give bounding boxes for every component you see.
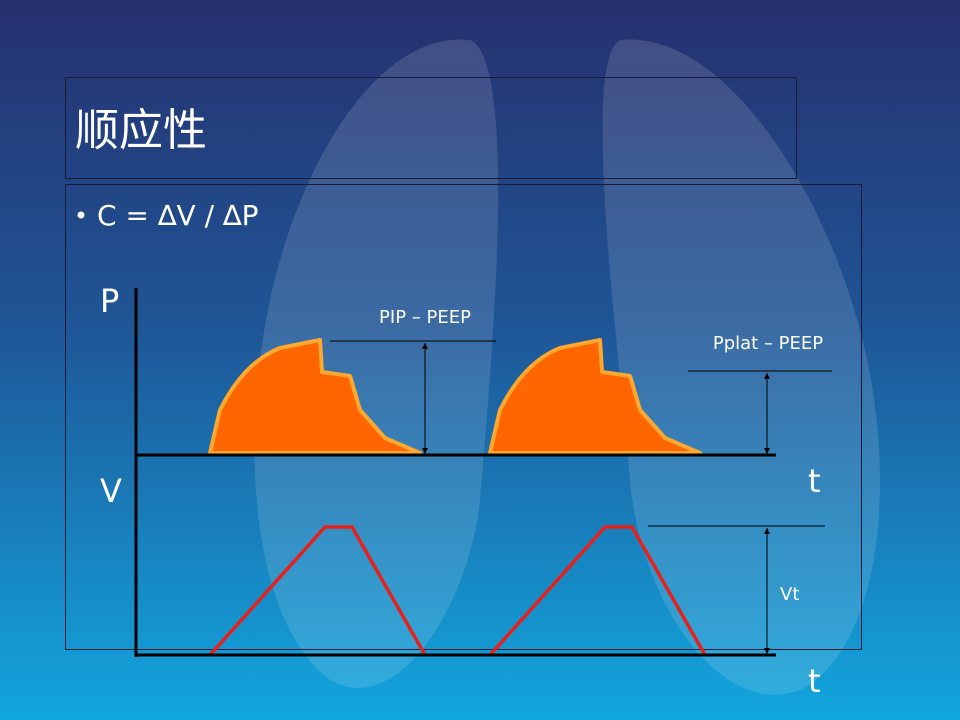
bullet-dot — [77, 211, 85, 219]
lung-decoration — [254, 39, 880, 695]
volume-waveform — [208, 525, 707, 657]
time-axis-label: t — [808, 462, 821, 500]
pip-label: PIP – PEEP — [379, 307, 471, 328]
bullet-text: C = ∆V / ∆P — [97, 199, 259, 232]
vt-label: Vt — [780, 584, 799, 605]
pressure-waveform — [208, 338, 702, 455]
content-box — [65, 184, 862, 650]
pressure-axis-label: P — [100, 282, 119, 320]
title-box — [65, 77, 797, 179]
time-axis-label: t — [808, 662, 821, 700]
slide-title: 顺应性 — [75, 105, 207, 156]
pplat-label: Pplat – PEEP — [713, 333, 823, 354]
volume-axis-label: V — [100, 472, 122, 510]
